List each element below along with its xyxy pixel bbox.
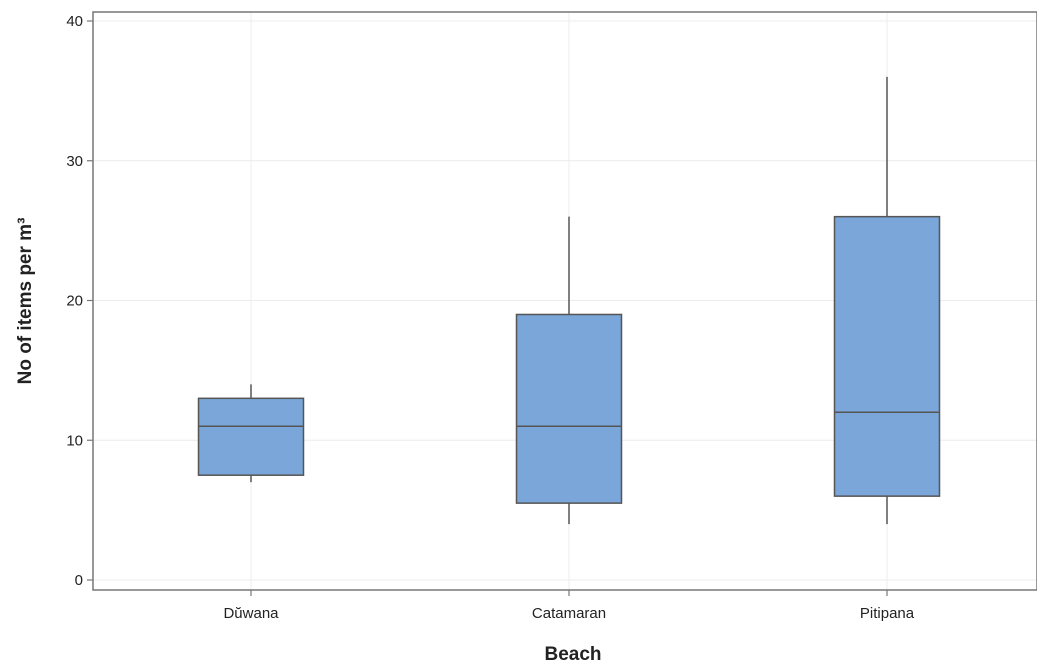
y-tick-label: 10: [66, 432, 83, 449]
y-tick-label: 30: [66, 153, 83, 170]
y-axis-ticks: 0 10 20 30 40: [66, 13, 93, 589]
y-tick-label: 40: [66, 13, 83, 30]
y-tick-label: 20: [66, 293, 83, 310]
y-axis-title: No of items per m³: [15, 218, 36, 385]
box-iqr: [833, 215, 941, 497]
box-0: [197, 384, 305, 483]
x-tick-label: Catamaran: [532, 605, 606, 622]
y-tick-label: 0: [75, 572, 83, 589]
x-tick-label: Dŭwana: [223, 605, 279, 622]
x-axis-title: Beach: [544, 644, 601, 665]
x-tick-label: Pitipana: [860, 605, 915, 622]
x-axis-ticks: Dŭwana Catamaran Pitipana: [223, 590, 915, 622]
box-2: [833, 76, 941, 525]
box-1: [515, 216, 623, 525]
box-iqr: [197, 397, 305, 476]
boxes: [197, 76, 941, 525]
box-iqr: [515, 313, 623, 504]
